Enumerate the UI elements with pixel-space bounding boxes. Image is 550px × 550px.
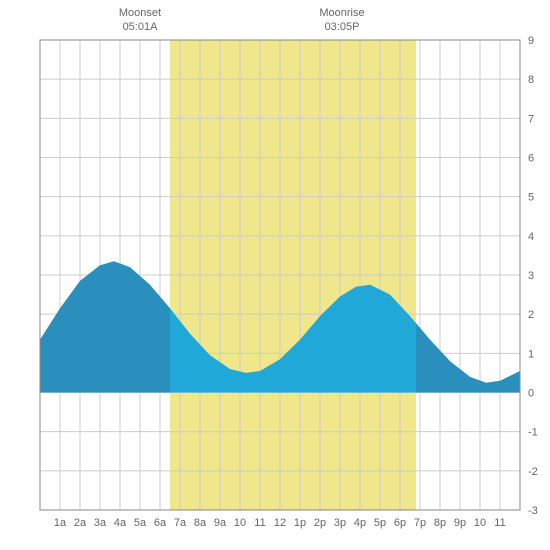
svg-text:5: 5 [528, 192, 534, 204]
svg-text:3a: 3a [94, 517, 107, 529]
moonrise-title: Moonrise [319, 7, 364, 19]
svg-text:2: 2 [528, 309, 534, 321]
svg-text:8: 8 [528, 74, 534, 86]
svg-text:11: 11 [254, 517, 265, 529]
svg-text:6: 6 [528, 153, 534, 165]
svg-text:7a: 7a [174, 517, 187, 529]
svg-text:10: 10 [234, 517, 246, 529]
tide-chart: -3-2-101234567891a2a3a4a5a6a7a8a9a101112… [0, 0, 550, 550]
moonrise-label: Moonrise 03:05P [312, 6, 372, 35]
svg-text:8a: 8a [194, 517, 207, 529]
chart-svg: -3-2-101234567891a2a3a4a5a6a7a8a9a101112… [0, 0, 550, 550]
svg-text:9p: 9p [454, 517, 466, 529]
svg-text:5a: 5a [134, 517, 147, 529]
moonset-label: Moonset 05:01A [110, 6, 170, 35]
svg-text:9a: 9a [214, 517, 227, 529]
svg-text:3: 3 [528, 270, 534, 282]
svg-text:4: 4 [528, 231, 534, 243]
svg-text:6p: 6p [394, 517, 406, 529]
svg-text:12: 12 [274, 517, 286, 529]
svg-text:-2: -2 [528, 466, 538, 478]
svg-text:7p: 7p [414, 517, 426, 529]
svg-text:1a: 1a [54, 517, 67, 529]
svg-text:11: 11 [494, 517, 505, 529]
moonset-time: 05:01A [123, 21, 158, 33]
svg-text:2a: 2a [74, 517, 87, 529]
svg-text:-1: -1 [528, 427, 538, 439]
svg-text:4a: 4a [114, 517, 127, 529]
svg-text:4p: 4p [354, 517, 366, 529]
svg-text:8p: 8p [434, 517, 446, 529]
svg-text:3p: 3p [334, 517, 346, 529]
svg-text:-3: -3 [528, 505, 538, 517]
svg-text:9: 9 [528, 35, 534, 47]
svg-text:1: 1 [528, 348, 534, 360]
moonrise-time: 03:05P [325, 21, 360, 33]
svg-text:5p: 5p [374, 517, 386, 529]
svg-text:1p: 1p [294, 517, 306, 529]
svg-text:2p: 2p [314, 517, 326, 529]
svg-text:0: 0 [528, 388, 534, 400]
moonset-title: Moonset [119, 7, 161, 19]
svg-text:7: 7 [528, 113, 534, 125]
svg-text:10: 10 [474, 517, 486, 529]
svg-text:6a: 6a [154, 517, 167, 529]
